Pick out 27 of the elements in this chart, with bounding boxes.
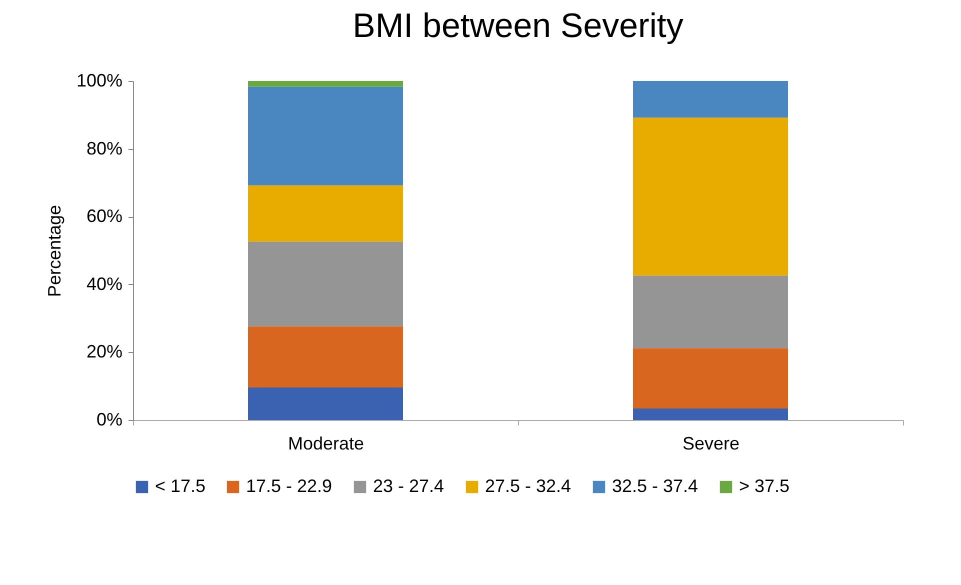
y-tick-label: 60% (86, 206, 122, 226)
bar (248, 86, 403, 186)
x-tick-label: Severe (682, 434, 740, 454)
legend-label: 23 - 27.4 (373, 476, 444, 496)
bar (633, 118, 788, 276)
legend-label: 32.5 - 37.4 (612, 476, 698, 496)
chart-title: BMI between Severity (352, 7, 684, 45)
y-tick-label: 80% (86, 138, 122, 158)
y-tick-label: 40% (86, 274, 122, 294)
bar (633, 276, 788, 348)
x-tick-label: Moderate (288, 434, 364, 454)
bar (248, 185, 403, 242)
legend-label: < 17.5 (155, 476, 206, 496)
legend-label: 17.5 - 22.9 (246, 476, 332, 496)
bar (248, 242, 403, 326)
y-tick-label: 100% (76, 70, 122, 90)
bar (633, 81, 788, 118)
bar (633, 348, 788, 408)
bar (248, 326, 403, 388)
y-tick-label: 0% (96, 410, 122, 430)
legend-label: > 37.5 (739, 476, 790, 496)
bar (633, 408, 788, 420)
bar (248, 387, 403, 420)
y-axis-title: Percentage (44, 204, 64, 298)
y-tick-label: 20% (86, 342, 122, 362)
bar (248, 81, 403, 87)
legend-label: 27.5 - 32.4 (485, 476, 572, 496)
